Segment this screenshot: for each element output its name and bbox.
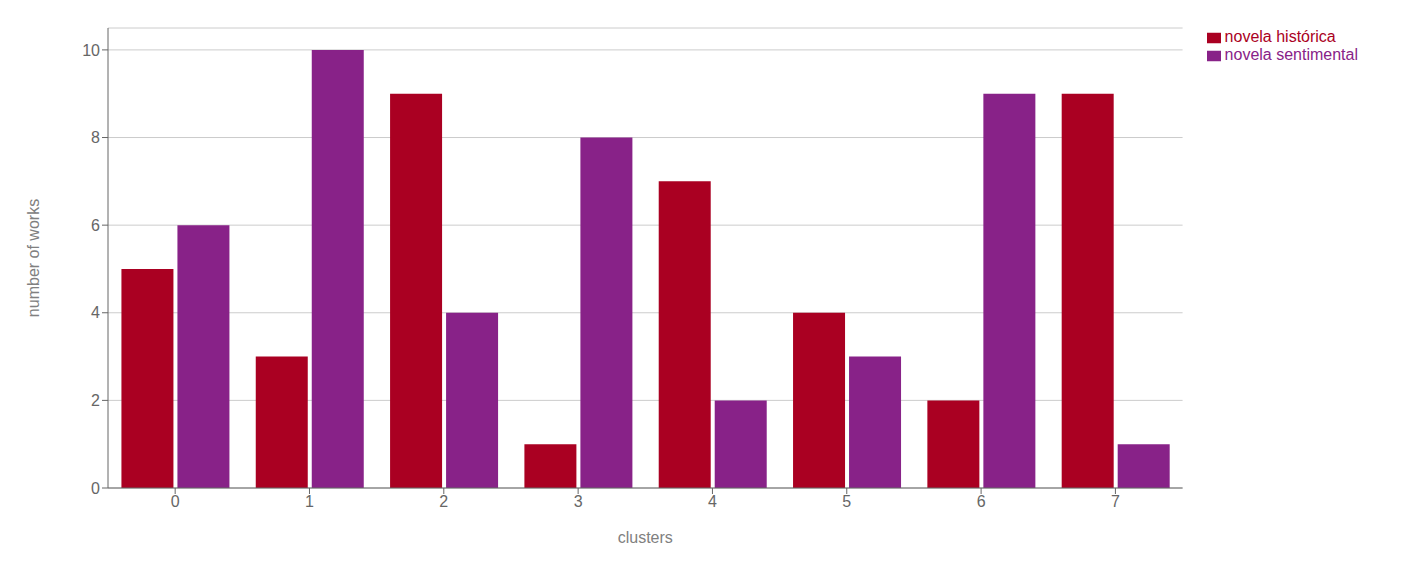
html-text:novela histórica: novela histórica: [1224, 28, 1336, 45]
svg-text:8: 8: [91, 129, 100, 146]
svg-text:1: 1: [305, 493, 314, 510]
svg-text:0: 0: [91, 480, 100, 497]
svg-text:number of works: number of works: [25, 199, 42, 317]
svg-text:10: 10: [82, 42, 100, 59]
svg-text:3: 3: [574, 493, 583, 510]
svg-text:6: 6: [91, 217, 100, 234]
svg-text:4: 4: [708, 493, 717, 510]
svg-text:4: 4: [91, 304, 100, 321]
svg-text:7: 7: [1111, 493, 1120, 510]
svg-text:2: 2: [439, 493, 448, 510]
svg-text:6: 6: [977, 493, 986, 510]
svg-text:clusters: clusters: [618, 529, 673, 546]
html-text:novela sentimental: novela sentimental: [1224, 46, 1358, 63]
svg-text:5: 5: [842, 493, 851, 510]
svg-text:0: 0: [171, 493, 180, 510]
svg-text:2: 2: [91, 392, 100, 409]
